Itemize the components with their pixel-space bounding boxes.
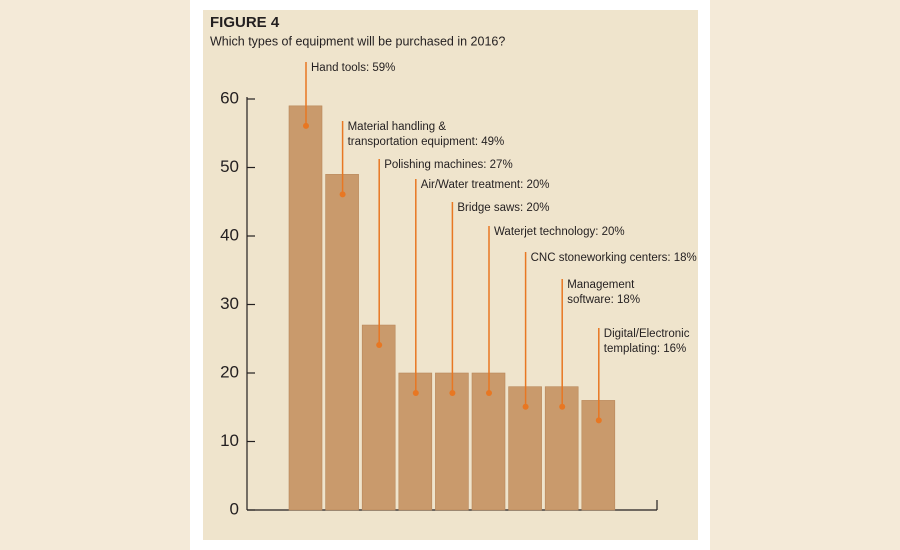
value-label: Bridge saws: 20% bbox=[457, 202, 549, 214]
value-label: transportation equipment: 49% bbox=[348, 136, 505, 148]
value-label: templating: 16% bbox=[604, 343, 686, 355]
value-label: Polishing machines: 27% bbox=[384, 159, 513, 171]
annotation-dot bbox=[486, 390, 492, 396]
value-label: Material handling & bbox=[348, 121, 447, 133]
bar bbox=[325, 174, 359, 511]
y-tick-label: 20 bbox=[220, 362, 239, 381]
y-tick-label: 10 bbox=[220, 431, 239, 450]
value-label: CNC stoneworking centers: 18% bbox=[531, 252, 697, 264]
bar bbox=[361, 324, 396, 511]
y-tick-label: 0 bbox=[230, 499, 239, 518]
value-label: Digital/Electronic bbox=[604, 328, 690, 340]
annotation-dot bbox=[449, 390, 456, 396]
bar bbox=[288, 105, 323, 511]
annotation-dot bbox=[303, 122, 309, 129]
chart-title: FIGURE 4 bbox=[210, 14, 280, 31]
value-label: Air/Water treatment: 20% bbox=[421, 179, 550, 191]
value-label: software: 18% bbox=[567, 294, 640, 306]
value-label: Waterjet technology: 20% bbox=[494, 226, 625, 238]
annotation-dot bbox=[559, 403, 566, 410]
annotation-dot bbox=[412, 390, 419, 396]
annotation-dot bbox=[522, 403, 529, 410]
value-label: Management bbox=[567, 279, 635, 291]
y-tick-label: 50 bbox=[220, 157, 239, 176]
annotation-dot bbox=[339, 191, 346, 198]
annotation-dot bbox=[595, 417, 602, 424]
annotation-dot bbox=[376, 342, 383, 349]
value-label: Hand tools: 59% bbox=[311, 62, 395, 74]
chart-subtitle: Which types of equipment will be purchas… bbox=[210, 34, 505, 48]
y-tick-label: 30 bbox=[220, 294, 239, 313]
y-tick-label: 40 bbox=[220, 225, 239, 244]
y-tick-label: 60 bbox=[220, 88, 239, 107]
